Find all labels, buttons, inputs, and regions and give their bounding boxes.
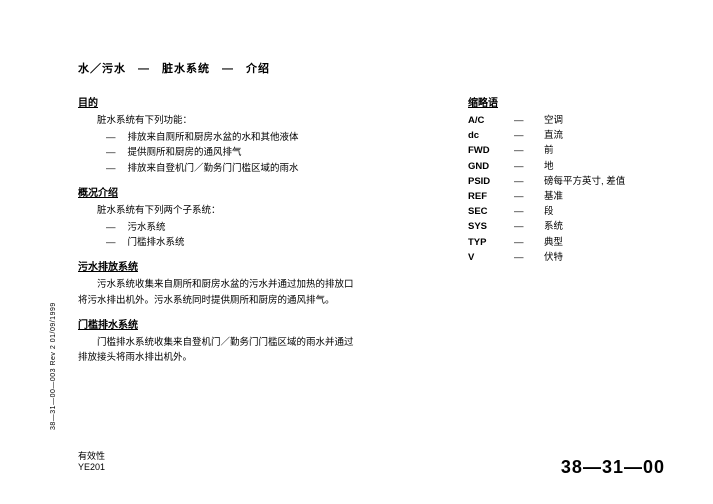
abbr-value: 直流 [544,128,658,143]
dash-icon: — [514,250,544,265]
bullet-text: 门槛排水系统 [128,235,185,250]
dash-icon: — [514,143,544,158]
list-item: —提供厕所和厨房的通风排气 [106,145,358,160]
revision-side-label: 38—31—00—003 Rev 2 01/09/1999 [50,302,57,430]
purpose-header: 目的 [78,94,358,109]
table-row: SEC—段 [408,204,658,219]
dash-icon: — [514,174,544,189]
table-row: TYP—典型 [408,235,658,250]
table-row: GND—地 [408,159,658,174]
validity-code: YE201 [78,462,105,474]
abbr-key: TYP [468,235,514,250]
abbr-value: 系统 [544,219,658,234]
abbr-key: PSID [468,174,514,189]
abbr-key: V [468,250,514,265]
list-item: —门槛排水系统 [106,235,358,250]
sill-drain-header: 门槛排水系统 [78,316,358,331]
bullet-text: 提供厕所和厨房的通风排气 [128,145,242,160]
abbr-key: SEC [468,204,514,219]
overview-header: 概况介绍 [78,184,358,199]
abbr-key: GND [468,159,514,174]
footer-validity: 有效性 YE201 [78,451,105,474]
abbr-key: dc [468,128,514,143]
table-row: A/C—空调 [408,113,658,128]
abbr-value: 前 [544,143,658,158]
abbreviation-table: A/C—空调 dc—直流 FWD—前 GND—地 PSID—磅每平方英寸, 差值… [408,113,658,265]
abbr-key: A/C [468,113,514,128]
purpose-bullet-list: —排放来自厕所和厨房水盆的水和其他液体 —提供厕所和厨房的通风排气 —排放来自登… [106,130,358,176]
overview-bullet-list: —污水系统 —门槛排水系统 [106,220,358,250]
abbr-key: FWD [468,143,514,158]
bullet-text: 排放来自登机门／勤务门门槛区域的雨水 [128,161,299,176]
dash-icon: — [514,128,544,143]
dash-icon: — [514,204,544,219]
abbr-value: 基准 [544,189,658,204]
right-column: 缩略语 A/C—空调 dc—直流 FWD—前 GND—地 PSID—磅每平方英寸… [408,86,658,367]
main-title: 水／污水 — 脏水系统 — 介绍 [78,60,678,76]
document-code: 38—31—00 [561,457,665,478]
dash-icon: — [514,189,544,204]
dash-icon: — [514,219,544,234]
dash-icon: — [514,159,544,174]
waste-system-body: 污水系统收集来自厕所和厨房水盆的污水并通过加热的排放口将污水排出机外。污水系统同… [78,277,358,307]
waste-system-header: 污水排放系统 [78,258,358,273]
table-row: PSID—磅每平方英寸, 差值 [408,174,658,189]
abbreviation-header: 缩略语 [468,94,658,109]
abbr-value: 伏特 [544,250,658,265]
purpose-intro: 脏水系统有下列功能： [78,113,358,128]
left-column: 目的 脏水系统有下列功能： —排放来自厕所和厨房水盆的水和其他液体 —提供厕所和… [78,86,358,367]
sill-drain-body: 门槛排水系统收集来自登机门／勤务门门槛区域的雨水并通过排放接头将雨水排出机外。 [78,335,358,365]
abbr-value: 空调 [544,113,658,128]
abbr-value: 典型 [544,235,658,250]
table-row: REF—基准 [408,189,658,204]
two-column-layout: 目的 脏水系统有下列功能： —排放来自厕所和厨房水盆的水和其他液体 —提供厕所和… [78,86,678,367]
list-item: —污水系统 [106,220,358,235]
dash-icon: — [514,113,544,128]
validity-label: 有效性 [78,451,105,463]
table-row: V—伏特 [408,250,658,265]
abbr-key: REF [468,189,514,204]
bullet-text: 排放来自厕所和厨房水盆的水和其他液体 [128,130,299,145]
table-row: SYS—系统 [408,219,658,234]
page-content: 水／污水 — 脏水系统 — 介绍 目的 脏水系统有下列功能： —排放来自厕所和厨… [78,60,678,367]
abbr-key: SYS [468,219,514,234]
list-item: —排放来自厕所和厨房水盆的水和其他液体 [106,130,358,145]
bullet-text: 污水系统 [128,220,166,235]
list-item: —排放来自登机门／勤务门门槛区域的雨水 [106,161,358,176]
dash-icon: — [514,235,544,250]
abbr-value: 磅每平方英寸, 差值 [544,174,658,189]
abbr-value: 段 [544,204,658,219]
overview-intro: 脏水系统有下列两个子系统： [78,203,358,218]
abbr-value: 地 [544,159,658,174]
table-row: dc—直流 [408,128,658,143]
table-row: FWD—前 [408,143,658,158]
